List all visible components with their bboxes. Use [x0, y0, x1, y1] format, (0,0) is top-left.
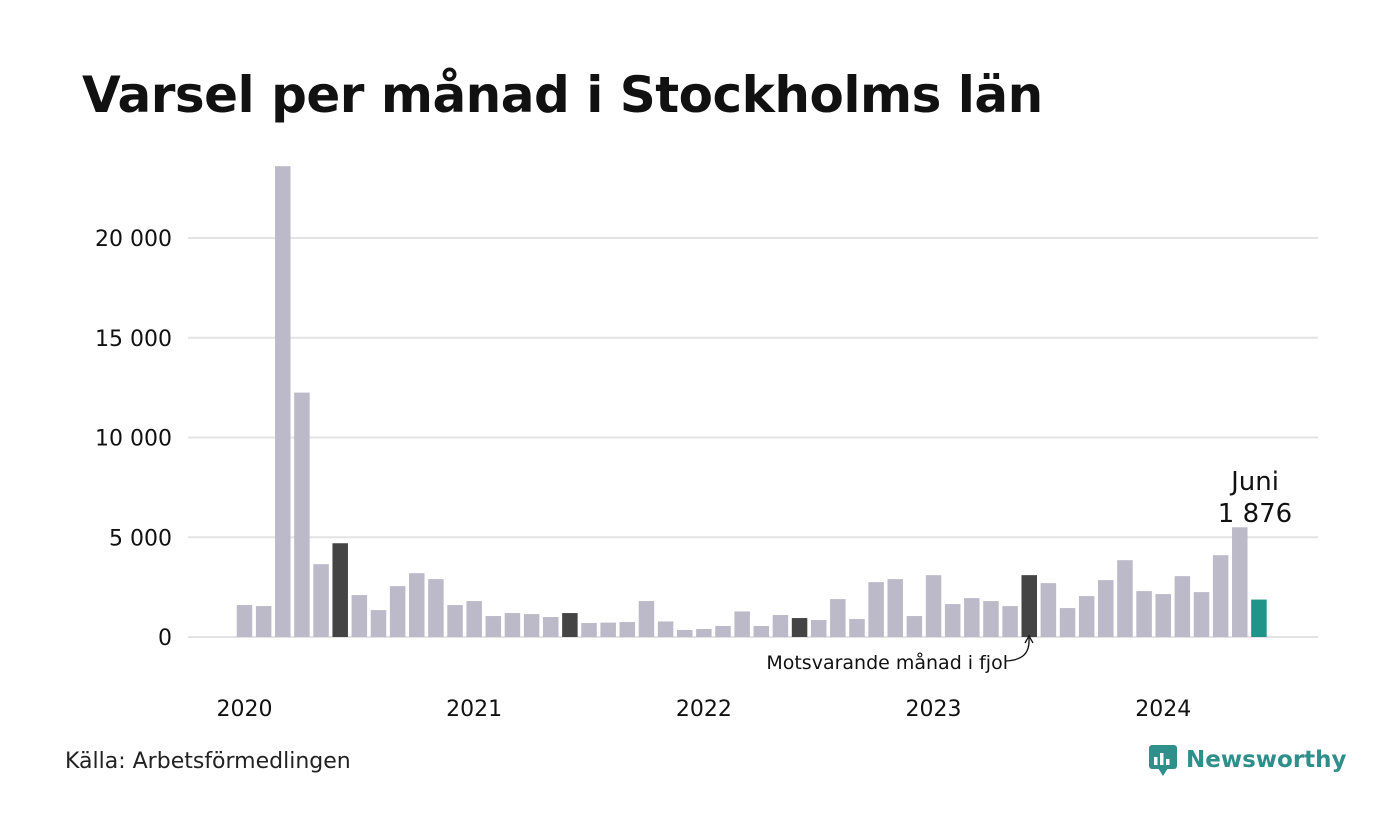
y-tick-label: 20 000 [95, 227, 172, 252]
bar-2020-12 [447, 605, 463, 637]
bar-2023-03 [964, 598, 980, 637]
bar-2022-03 [734, 611, 750, 637]
bar-2024-03 [1193, 592, 1210, 637]
bar-2024-04 [1212, 555, 1229, 637]
current-value-label: 1 876 [1218, 499, 1292, 529]
last-year-annotation: Motsvarande månad i fjol [766, 651, 1008, 674]
y-tick-label: 5 000 [109, 526, 172, 551]
bar-2023-01 [925, 575, 942, 637]
x-axis-year-labels: 2020 2021 2022 2023 2024 [217, 697, 1192, 722]
y-tick-label: 15 000 [95, 327, 172, 352]
current-month-label: Juni [1229, 467, 1279, 497]
x-year-label: 2024 [1135, 697, 1191, 722]
bar-2020-07 [351, 595, 368, 637]
bar-2023-06 [1021, 575, 1037, 637]
bar-2022-12 [906, 616, 923, 637]
bar-2023-11 [1117, 560, 1133, 637]
bar-2022-01 [696, 629, 712, 637]
bar-2022-10 [868, 582, 884, 637]
bar-2020-03 [275, 166, 291, 637]
bar-2023-02 [944, 604, 961, 637]
brand-name: Newsworthy [1186, 747, 1347, 773]
bar-2023-04 [983, 601, 999, 637]
bar-2020-06 [332, 543, 348, 637]
brand-logo: Newsworthy [1148, 743, 1347, 777]
last-year-arrow [1005, 637, 1030, 662]
bar-2021-07 [581, 623, 597, 637]
bar-2020-08 [370, 610, 387, 637]
bar-2024-06 [1251, 599, 1267, 637]
bar-2022-02 [715, 626, 731, 637]
bar-2022-07 [810, 620, 827, 637]
x-year-label: 2023 [906, 697, 962, 722]
bar-2022-11 [887, 579, 904, 637]
gridlines [188, 237, 1318, 638]
y-tick-label: 0 [158, 626, 172, 651]
bar-2024-01 [1155, 594, 1171, 637]
bar-2020-05 [313, 564, 329, 637]
bar-2020-02 [255, 606, 272, 637]
bar-2020-01 [236, 605, 253, 637]
bar-2020-10 [409, 573, 425, 637]
bar-2024-02 [1174, 576, 1191, 637]
bar-2020-04 [294, 392, 310, 637]
y-axis-tick-labels: 0 5 000 10 000 15 000 20 000 [95, 227, 172, 651]
bar-2024-05 [1232, 527, 1248, 637]
bar-2023-10 [1098, 580, 1114, 637]
bars [236, 166, 1267, 637]
x-year-label: 2021 [446, 697, 502, 722]
bar-2023-08 [1059, 608, 1076, 637]
bar-2021-12 [676, 630, 693, 637]
bar-2023-07 [1040, 583, 1057, 637]
bar-2022-09 [849, 619, 865, 637]
bar-2021-08 [600, 622, 616, 637]
source-note: Källa: Arbetsförmedlingen [65, 749, 351, 774]
bar-2023-09 [1078, 596, 1095, 637]
bar-2022-04 [753, 626, 770, 637]
bar-2021-06 [562, 613, 578, 637]
bar-2021-01 [466, 601, 482, 637]
bar-2022-05 [772, 615, 789, 637]
y-tick-label: 10 000 [95, 427, 172, 452]
bar-2021-05 [542, 617, 559, 637]
last-year-arrowhead [1024, 634, 1034, 644]
bar-2021-11 [657, 621, 674, 637]
bar-2023-12 [1136, 591, 1152, 637]
newsworthy-logo-icon [1149, 745, 1177, 776]
bar-2021-03 [504, 613, 521, 637]
bar-2021-02 [485, 616, 502, 637]
x-year-label: 2020 [217, 697, 273, 722]
x-year-label: 2022 [676, 697, 732, 722]
bar-2021-04 [523, 614, 540, 637]
bar-2020-09 [389, 586, 406, 637]
bar-2022-08 [830, 599, 846, 637]
bar-2023-05 [1002, 606, 1018, 637]
bar-2021-09 [619, 622, 636, 637]
bar-2020-11 [428, 579, 444, 637]
bar-2021-10 [638, 601, 655, 637]
page-title: Varsel per månad i Stockholms län [82, 66, 1043, 124]
bar-2022-06 [791, 618, 808, 637]
